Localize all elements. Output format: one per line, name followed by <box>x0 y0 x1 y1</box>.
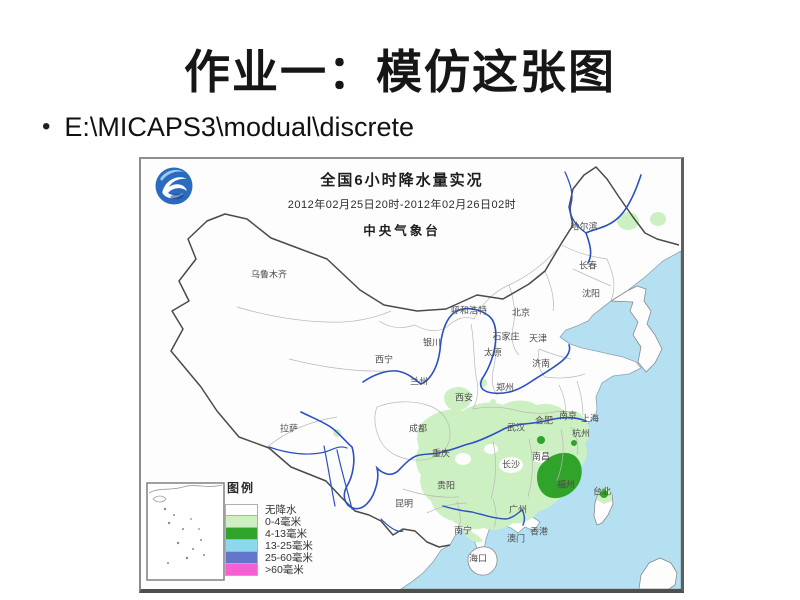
legend-swatch <box>225 504 258 516</box>
city-label-北京: 北京 <box>511 307 531 318</box>
legend-title: 图例 <box>227 481 256 495</box>
legend-item: 4-13毫米 <box>225 528 313 540</box>
legend-label: >60毫米 <box>265 564 304 576</box>
city-label-郑州: 郑州 <box>495 382 515 393</box>
city-label-台北: 台北 <box>592 486 612 497</box>
korea-peninsula <box>609 285 663 373</box>
legend-item: 25-60毫米 <box>225 552 313 564</box>
city-label-沈阳: 沈阳 <box>581 288 601 299</box>
province-borders <box>236 244 615 532</box>
legend-swatch <box>225 552 258 564</box>
island-bottom-right <box>638 557 678 589</box>
city-label-乌鲁木齐: 乌鲁木齐 <box>250 269 288 280</box>
rain-patches-moderate <box>537 436 582 499</box>
legend-swatch <box>225 516 258 528</box>
legend-label: 0-4毫米 <box>265 516 302 528</box>
city-label-成都: 成都 <box>408 423 428 434</box>
hainan-island <box>467 546 498 576</box>
city-label-长沙: 长沙 <box>501 459 521 470</box>
rivers <box>268 171 642 532</box>
city-label-兰州: 兰州 <box>409 376 429 387</box>
legend-items: 无降水 0-4毫米 4-13毫米 13-25毫米 25-60毫米 >60毫米 <box>225 504 313 576</box>
legend-item: 0-4毫米 <box>225 516 313 528</box>
legend-label: 25-60毫米 <box>265 552 313 564</box>
city-label-呼和浩特: 呼和浩特 <box>450 305 488 316</box>
bullet-marker: • <box>42 113 51 140</box>
legend-item: 无降水 <box>225 504 313 516</box>
city-label-重庆: 重庆 <box>431 448 451 459</box>
city-label-石家庄: 石家庄 <box>492 331 520 342</box>
precipitation-map: 全国6小时降水量实况 2012年02月25日20时-2012年02月26日02时… <box>139 157 684 593</box>
city-label-昆明: 昆明 <box>394 498 414 509</box>
legend-label: 4-13毫米 <box>265 528 308 540</box>
legend-item: 13-25毫米 <box>225 540 313 552</box>
city-label-武汉: 武汉 <box>506 422 526 433</box>
city-label-哈尔滨: 哈尔滨 <box>570 221 598 232</box>
cma-logo <box>154 166 194 206</box>
legend-item: >60毫米 <box>225 564 313 576</box>
south-china-sea-inset <box>146 482 225 581</box>
taiwan-island <box>593 487 614 526</box>
city-label-天津: 天津 <box>528 333 548 344</box>
city-label-香港: 香港 <box>529 526 549 537</box>
legend-label: 13-25毫米 <box>265 540 313 552</box>
legend-swatch <box>225 564 258 576</box>
city-label-济南: 济南 <box>531 358 551 369</box>
city-label-杭州: 杭州 <box>571 428 591 439</box>
rain-patch-holes <box>455 444 549 473</box>
city-label-西宁: 西宁 <box>374 354 394 365</box>
legend-swatch <box>225 528 258 540</box>
city-label-银川: 银川 <box>422 337 442 348</box>
city-label-南昌: 南昌 <box>531 451 551 462</box>
bullet-path-text: E:\MICAPS3\modual\discrete <box>64 112 415 142</box>
legend-swatch <box>225 540 258 552</box>
city-label-澳门: 澳门 <box>506 533 526 544</box>
city-label-合肥: 合肥 <box>534 415 554 426</box>
city-label-南宁: 南宁 <box>453 525 473 536</box>
city-label-南京: 南京 <box>558 410 578 421</box>
city-label-太原: 太原 <box>483 347 503 358</box>
city-label-贵阳: 贵阳 <box>436 480 456 491</box>
city-label-上海: 上海 <box>580 413 600 424</box>
bullet-line: • E:\MICAPS3\modual\discrete <box>42 110 414 144</box>
city-label-西安: 西安 <box>454 392 474 403</box>
legend-label: 无降水 <box>265 504 297 516</box>
slide-title: 作业一：模仿这张图 <box>184 47 616 98</box>
city-label-长春: 长春 <box>578 260 598 271</box>
map-legend: 图例 无降水 0-4毫米 4-13毫米 13-25毫米 25-60毫米 >60毫米 <box>225 479 313 576</box>
city-labels: 哈尔滨长春沈阳 乌鲁木齐呼和浩特 北京天津 石家庄太原济南 银川西宁兰州西安 郑州拉萨 成都… <box>141 159 681 589</box>
city-label-广州: 广州 <box>508 504 528 515</box>
cma-logo-icon <box>155 167 193 205</box>
city-label-福州: 福州 <box>556 479 576 490</box>
city-label-拉萨: 拉萨 <box>279 423 299 434</box>
city-label-海口: 海口 <box>468 553 488 564</box>
